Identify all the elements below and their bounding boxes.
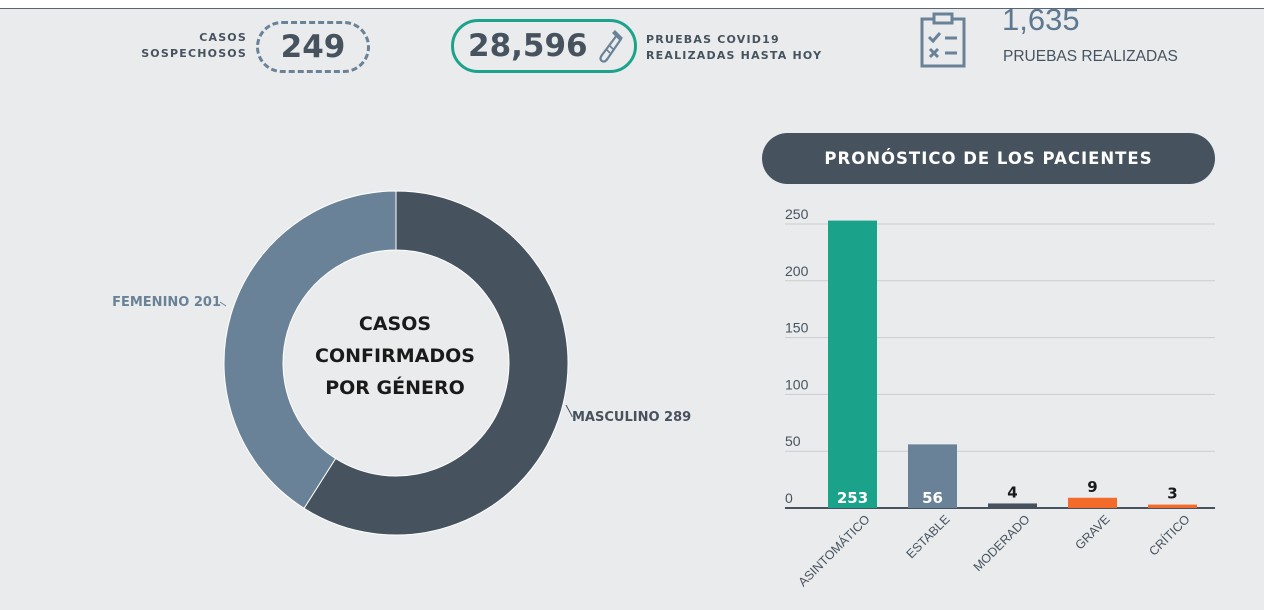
y-tick-label: 0 — [785, 490, 793, 506]
x-tick-label: GRAVE — [1072, 512, 1112, 552]
donut-slice-masculino — [303, 190, 569, 536]
y-tick-label: 200 — [785, 263, 809, 279]
casos-label-line-2: SOSPECHOSOS — [141, 47, 247, 60]
bar-value-label: 9 — [1087, 478, 1097, 496]
bar-value-label: 253 — [837, 489, 868, 507]
casos-label-line-1: CASOS — [199, 31, 247, 44]
pruebas-covid-label: PRUEBAS COVID19 REALIZADAS HASTA HOY — [646, 32, 856, 64]
pruebas-realizadas-label: PRUEBAS REALIZADAS — [1003, 48, 1178, 65]
y-tick-label: 150 — [785, 320, 809, 336]
bar-value-label: 56 — [922, 489, 943, 507]
pipette-icon — [598, 28, 628, 70]
bar-1 — [908, 444, 957, 508]
x-tick-label: CRÍTICO — [1146, 511, 1193, 558]
y-tick-label: 50 — [785, 433, 801, 449]
donut-label-masculino: MASCULINO 289 — [572, 410, 691, 425]
casos-sospechosos-label: CASOS SOSPECHOSOS — [120, 30, 247, 62]
bar-value-label: 4 — [1007, 483, 1017, 501]
pruebas-label-line-1: PRUEBAS COVID19 — [646, 33, 780, 46]
donut-label-femenino: FEMENINO 201 — [112, 295, 221, 310]
donut-title-line-3: POR GÉNERO — [325, 377, 465, 399]
donut-title-line-1: CASOS — [358, 313, 432, 335]
pruebas-covid-pill: 28,596 — [451, 19, 637, 73]
x-tick-label: ESTABLE — [904, 512, 953, 561]
y-tick-label: 250 — [785, 206, 809, 222]
donut-slice-femenino — [223, 190, 397, 510]
donut-leader-femenino — [219, 301, 227, 307]
pruebas-label-line-2: REALIZADAS HASTA HOY — [646, 49, 823, 62]
pruebas-covid-value: 28,596 — [468, 28, 588, 64]
casos-sospechosos-value: 249 — [256, 21, 370, 73]
clipboard-checklist-icon — [918, 12, 968, 72]
donut-title-line-2: CONFIRMADOS — [315, 345, 475, 367]
x-tick-label: ASINTOMÁTICO — [795, 511, 873, 589]
bar-chart-title: PRONÓSTICO DE LOS PACIENTES — [762, 133, 1215, 184]
y-tick-label: 100 — [785, 376, 809, 392]
bar-2 — [988, 503, 1037, 508]
bar-value-label: 3 — [1167, 485, 1177, 503]
bar-3 — [1068, 497, 1117, 508]
prognosis-bar-chart: 0 50 100 150 200 250 253 ASINTOMÁTICO 56 ESTABLE 4… — [785, 206, 1215, 589]
top-border — [0, 0, 1264, 9]
pruebas-realizadas-value: 1,635 — [1002, 2, 1080, 37]
gender-donut-chart: MASCULINO 289 FEMENINO 201 — [112, 190, 691, 536]
donut-chart-title: CASOS CONFIRMADOS POR GÉNERO — [286, 308, 504, 404]
bar-0 — [828, 220, 877, 509]
x-tick-label: MODERADO — [971, 512, 1033, 574]
bar-4 — [1148, 504, 1197, 508]
donut-leader-masculino — [565, 404, 573, 417]
